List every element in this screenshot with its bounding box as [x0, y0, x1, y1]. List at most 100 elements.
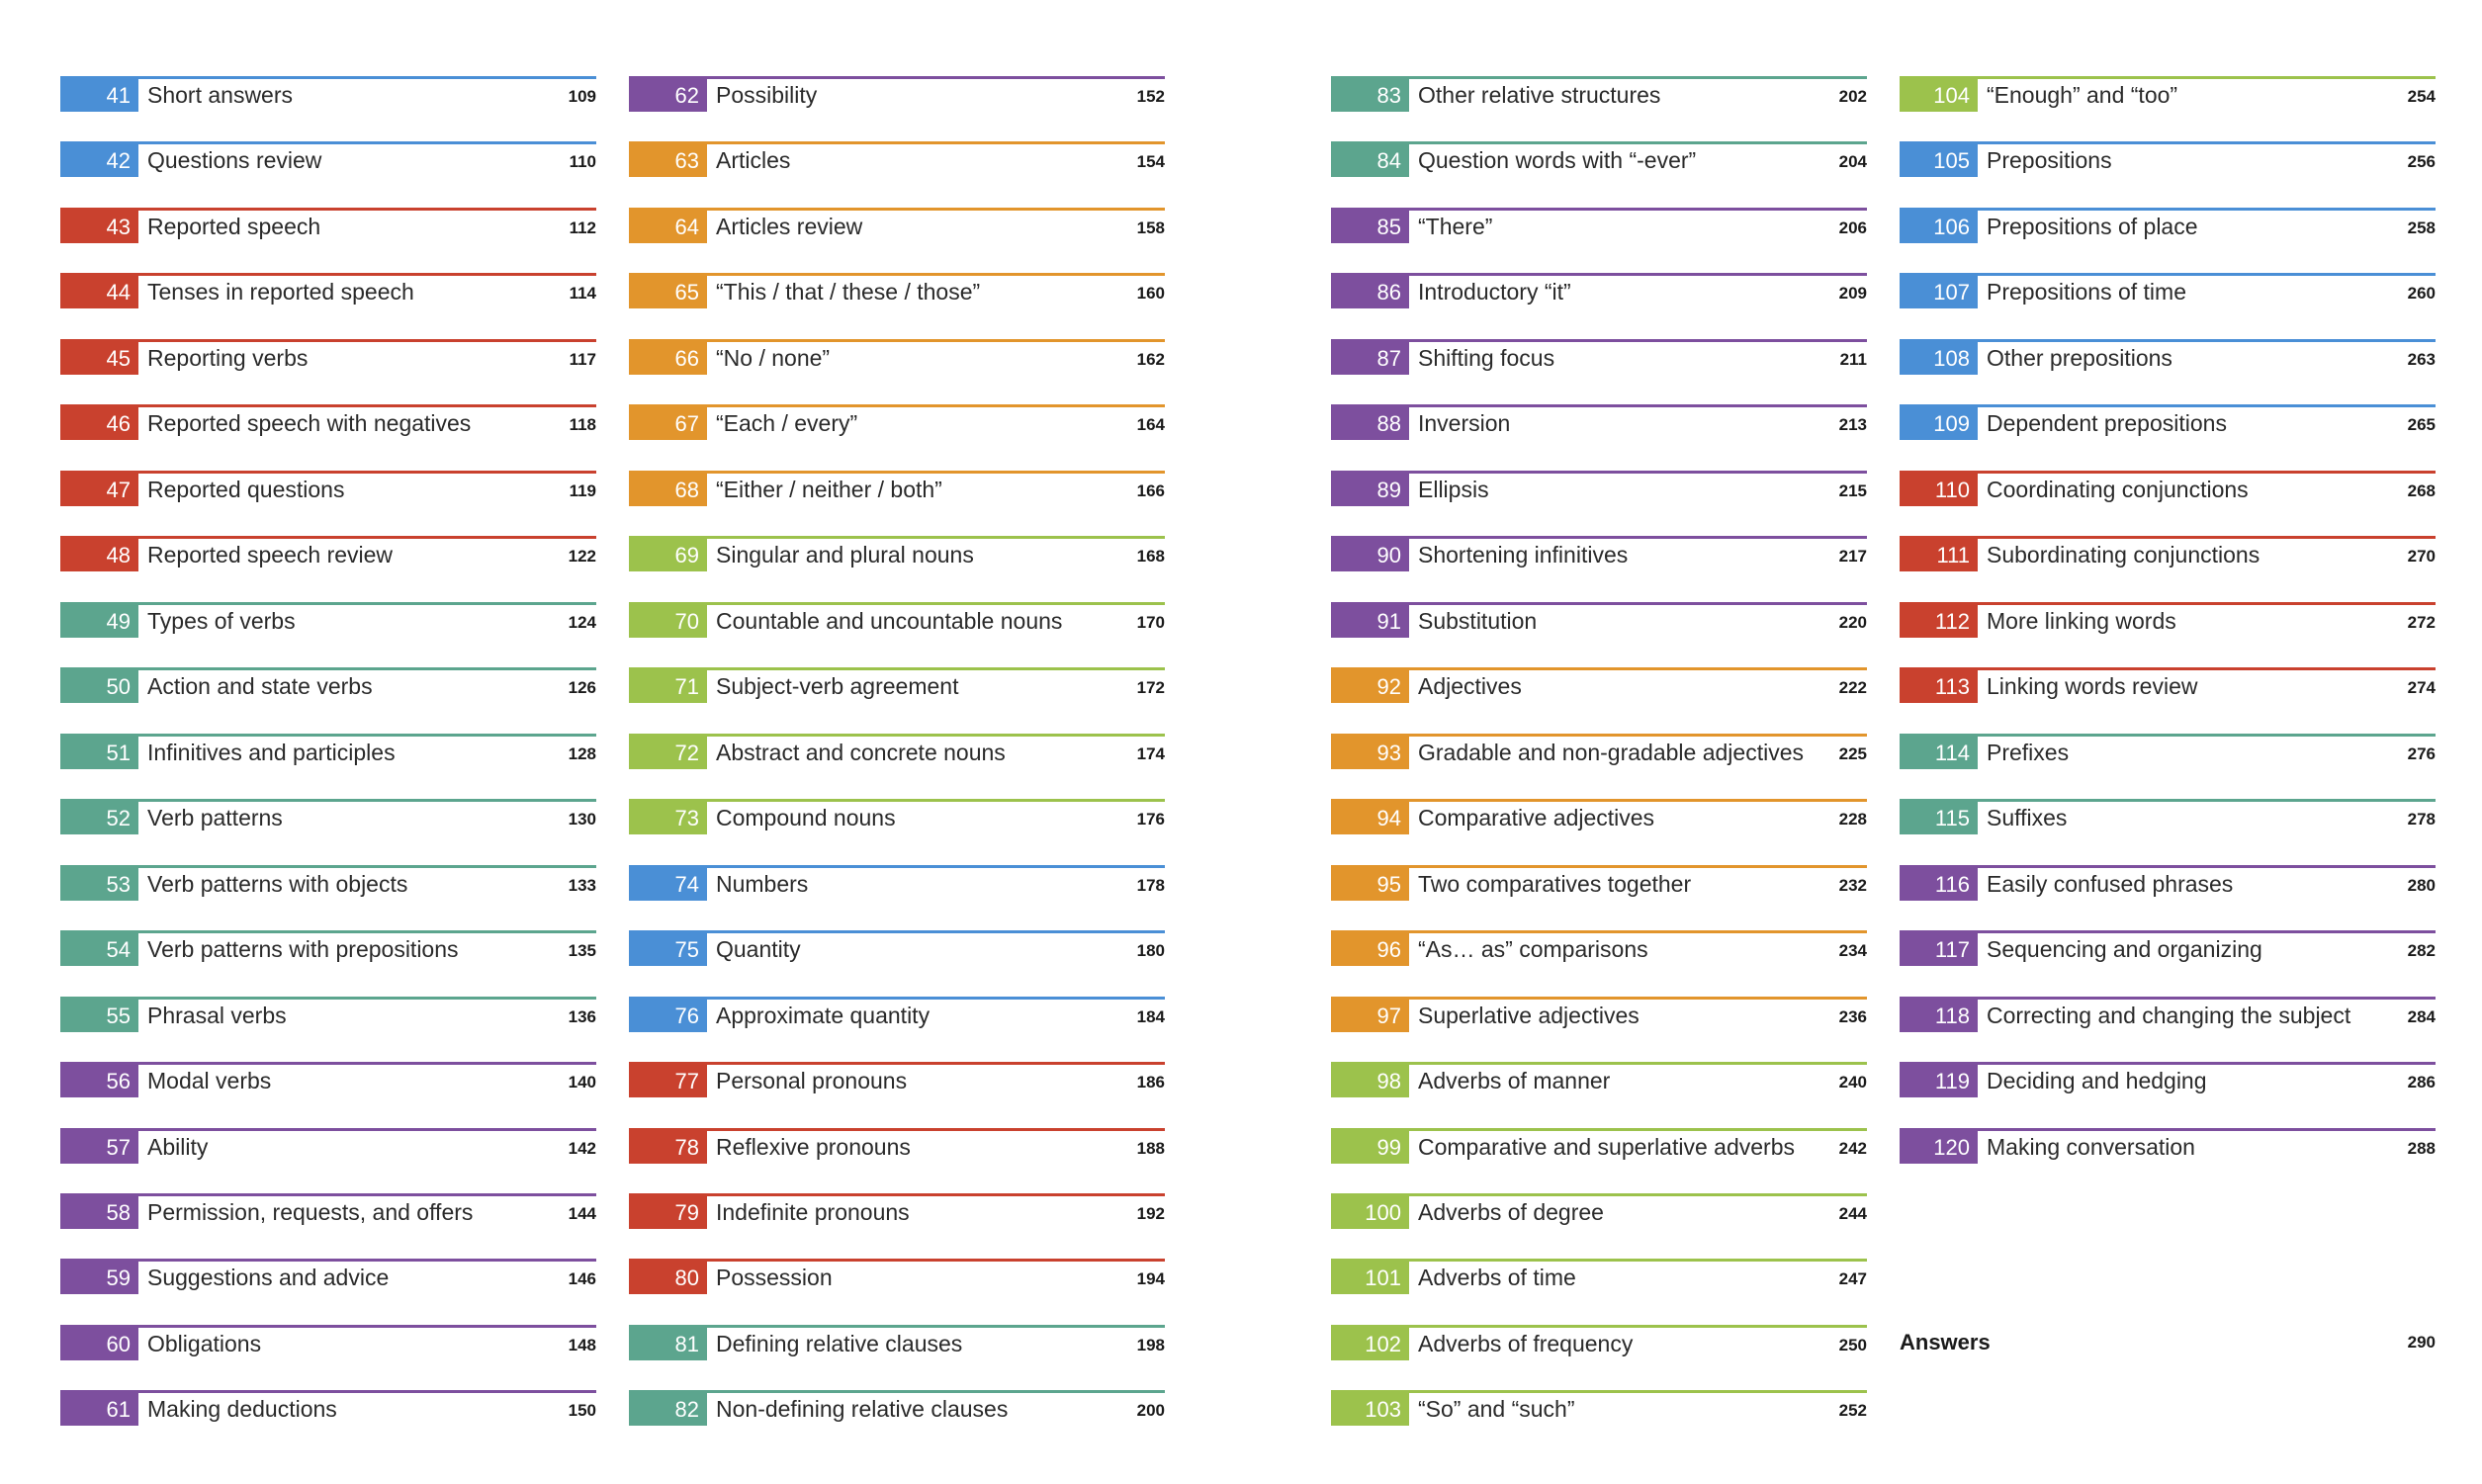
toc-entry[interactable]: 106 Prepositions of place 258	[1900, 207, 2436, 243]
toc-entry[interactable]: 58 Permission, requests, and offers 144	[60, 1192, 596, 1229]
toc-entry[interactable]: 57 Ability 142	[60, 1127, 596, 1164]
toc-entry[interactable]: 44 Tenses in reported speech 114	[60, 273, 596, 309]
toc-entry[interactable]: 120 Making conversation 288	[1900, 1127, 2436, 1164]
toc-entry[interactable]: 99 Comparative and superlative adverbs 242	[1331, 1127, 1867, 1164]
toc-entry[interactable]: 49 Types of verbs 124	[60, 601, 596, 638]
toc-entry[interactable]: 110 Coordinating conjunctions 268	[1900, 470, 2436, 506]
unit-number-badge: 96	[1331, 933, 1409, 967]
toc-entry[interactable]: 79 Indefinite pronouns 192	[629, 1192, 1165, 1229]
toc-entry[interactable]: 89 Ellipsis 215	[1331, 470, 1867, 506]
toc-entry[interactable]: 94 Comparative adjectives 228	[1331, 799, 1867, 835]
toc-entry[interactable]: 72 Abstract and concrete nouns 174	[629, 733, 1165, 769]
toc-entry[interactable]: 50 Action and state verbs 126	[60, 667, 596, 704]
toc-entry[interactable]: 45 Reporting verbs 117	[60, 338, 596, 375]
unit-number-badge: 50	[60, 670, 138, 704]
toc-entry[interactable]: 64 Articles review 158	[629, 207, 1165, 243]
toc-entry[interactable]: 116 Easily confused phrases 280	[1900, 864, 2436, 901]
toc-entry[interactable]: 73 Compound nouns 176	[629, 799, 1165, 835]
toc-entry[interactable]: 81 Defining relative clauses 198	[629, 1324, 1165, 1360]
toc-entry[interactable]: 109 Dependent prepositions 265	[1900, 404, 2436, 441]
unit-title: Shifting focus	[1418, 344, 1555, 371]
toc-entry[interactable]: 53 Verb patterns with objects 133	[60, 864, 596, 901]
toc-entry[interactable]: 80 Possession 194	[629, 1259, 1165, 1295]
toc-entry[interactable]: 90 Shortening infinitives 217	[1331, 536, 1867, 572]
toc-entry[interactable]: 114 Prefixes 276	[1900, 733, 2436, 769]
toc-column-1: 41 Short answers 109 42 Questions review 110 4…	[60, 76, 596, 1456]
toc-entry[interactable]: 111 Subordinating conjunctions 270	[1900, 536, 2436, 572]
toc-entry[interactable]: 97 Superlative adjectives 236	[1331, 996, 1867, 1032]
toc-entry[interactable]: 69 Singular and plural nouns 168	[629, 536, 1165, 572]
unit-title: Prepositions of place	[1987, 213, 2198, 239]
toc-entry[interactable]: 107 Prepositions of time 260	[1900, 273, 2436, 309]
toc-entry[interactable]: 56 Modal verbs 140	[60, 1062, 596, 1098]
unit-title: Prefixes	[1987, 739, 2070, 765]
unit-title: Reflexive pronouns	[716, 1133, 911, 1160]
toc-entry[interactable]: 103 “So” and “such” 252	[1331, 1390, 1867, 1427]
toc-entry[interactable]: 62 Possibility 152	[629, 76, 1165, 112]
toc-entry[interactable]: 41 Short answers 109	[60, 76, 596, 112]
toc-entry[interactable]: 84 Question words with “-ever” 204	[1331, 141, 1867, 178]
unit-title: Ellipsis	[1418, 476, 1489, 502]
toc-entry[interactable]: 105 Prepositions 256	[1900, 141, 2436, 178]
toc-entry[interactable]: 47 Reported questions 119	[60, 470, 596, 506]
toc-entry[interactable]: 71 Subject-verb agreement 172	[629, 667, 1165, 704]
toc-entry[interactable]: 42 Questions review 110	[60, 141, 596, 178]
toc-entry[interactable]: 66 “No / none” 162	[629, 338, 1165, 375]
toc-entry[interactable]: 70 Countable and uncountable nouns 170	[629, 601, 1165, 638]
unit-title: Adverbs of degree	[1418, 1198, 1604, 1225]
page-number: 144	[568, 1203, 596, 1223]
toc-entry[interactable]: 88 Inversion 213	[1331, 404, 1867, 441]
toc-entry[interactable]: 87 Shifting focus 211	[1331, 338, 1867, 375]
toc-entry[interactable]: 117 Sequencing and organizing 282	[1900, 930, 2436, 967]
toc-entry[interactable]: 100 Adverbs of degree 244	[1331, 1192, 1867, 1229]
toc-entry[interactable]: 63 Articles 154	[629, 141, 1165, 178]
toc-entry[interactable]: 96 “As… as” comparisons 234	[1331, 930, 1867, 967]
toc-entry[interactable]: 104 “Enough” and “too” 254	[1900, 76, 2436, 112]
toc-entry[interactable]: 95 Two comparatives together 232	[1331, 864, 1867, 901]
toc-entry[interactable]: 91 Substitution 220	[1331, 601, 1867, 638]
toc-entry[interactable]: 113 Linking words review 274	[1900, 667, 2436, 704]
unit-number-badge: 91	[1331, 604, 1409, 638]
toc-entry[interactable]: 118 Correcting and changing the subject 28…	[1900, 996, 2436, 1032]
toc-entry[interactable]: 112 More linking words 272	[1900, 601, 2436, 638]
toc-entry[interactable]: 75 Quantity 180	[629, 930, 1165, 967]
toc-entry[interactable]: 82 Non-defining relative clauses 200	[629, 1390, 1165, 1427]
toc-entry[interactable]: 98 Adverbs of manner 240	[1331, 1062, 1867, 1098]
toc-entry[interactable]: 86 Introductory “it” 209	[1331, 273, 1867, 309]
toc-entry[interactable]: 93 Gradable and non-gradable adjectives 22…	[1331, 733, 1867, 769]
page-number: 215	[1838, 480, 1867, 500]
toc-entry[interactable]: 85 “There” 206	[1331, 207, 1867, 243]
toc-entry[interactable]: 108 Other prepositions 263	[1900, 338, 2436, 375]
toc-entry[interactable]: 65 “This / that / these / those” 160	[629, 273, 1165, 309]
toc-entry[interactable]: 54 Verb patterns with prepositions 135	[60, 930, 596, 967]
toc-entry[interactable]: 51 Infinitives and participles 128	[60, 733, 596, 769]
toc-entry[interactable]: 115 Suffixes 278	[1900, 799, 2436, 835]
toc-entry[interactable]: 78 Reflexive pronouns 188	[629, 1127, 1165, 1164]
toc-entry[interactable]: 102 Adverbs of frequency 250	[1331, 1324, 1867, 1360]
toc-entry[interactable]: 52 Verb patterns 130	[60, 799, 596, 835]
toc-entry[interactable]: 101 Adverbs of time 247	[1331, 1259, 1867, 1295]
answers-entry[interactable]: Answers 290	[1900, 1325, 2436, 1360]
toc-entry[interactable]: 77 Personal pronouns 186	[629, 1062, 1165, 1098]
unit-number-badge: 115	[1900, 802, 1978, 835]
toc-entry[interactable]: 74 Numbers 178	[629, 864, 1165, 901]
toc-entry[interactable]: 68 “Either / neither / both” 166	[629, 470, 1165, 506]
toc-entry[interactable]: 67 “Each / every” 164	[629, 404, 1165, 441]
toc-entry[interactable]: 119 Deciding and hedging 286	[1900, 1062, 2436, 1098]
unit-number-badge: 62	[629, 79, 707, 112]
unit-number-badge: 52	[60, 802, 138, 835]
toc-entry[interactable]: 48 Reported speech review 122	[60, 536, 596, 572]
page-number: 174	[1136, 743, 1165, 763]
toc-entry[interactable]: 55 Phrasal verbs 136	[60, 996, 596, 1032]
toc-entry[interactable]: 92 Adjectives 222	[1331, 667, 1867, 704]
unit-number-badge: 87	[1331, 341, 1409, 375]
toc-entry[interactable]: 46 Reported speech with negatives 118	[60, 404, 596, 441]
unit-title: Adjectives	[1418, 673, 1522, 700]
toc-entry[interactable]: 61 Making deductions 150	[60, 1390, 596, 1427]
toc-entry[interactable]: 83 Other relative structures 202	[1331, 76, 1867, 112]
toc-entry[interactable]: 76 Approximate quantity 184	[629, 996, 1165, 1032]
unit-title: Two comparatives together	[1418, 870, 1692, 897]
toc-entry[interactable]: 60 Obligations 148	[60, 1324, 596, 1360]
toc-entry[interactable]: 59 Suggestions and advice 146	[60, 1259, 596, 1295]
toc-entry[interactable]: 43 Reported speech 112	[60, 207, 596, 243]
